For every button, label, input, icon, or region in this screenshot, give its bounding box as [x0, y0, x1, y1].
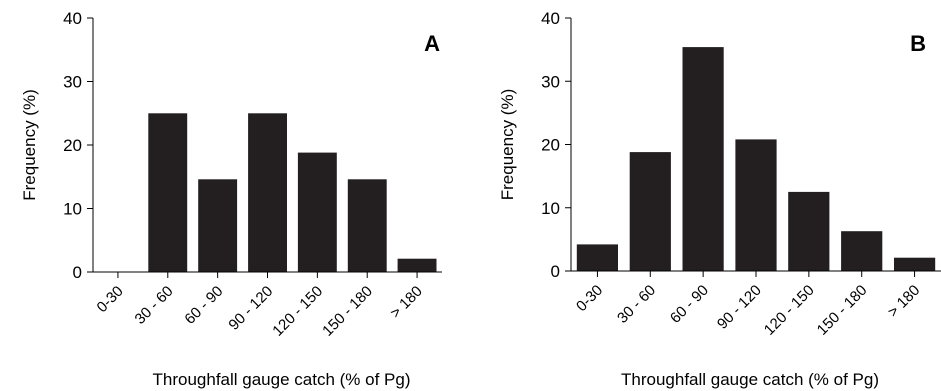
x-tick-label: 0-30: [573, 282, 606, 315]
x-tick-label: 120 - 150: [761, 282, 818, 339]
bar-3: [198, 179, 238, 272]
bar-3: [682, 47, 724, 271]
bar-5: [788, 191, 830, 271]
y-tick-label: 0: [73, 263, 82, 282]
panel-label: A: [424, 31, 440, 56]
y-tick-label: 10: [541, 199, 560, 218]
x-tick-label: 150 - 180: [814, 282, 871, 339]
x-tick-label: > 180: [885, 282, 924, 321]
x-tick-label: 90 - 120: [714, 282, 765, 333]
x-tick-label: 60 - 90: [181, 283, 226, 328]
x-tick-label: 90 - 120: [225, 283, 276, 334]
bar-5: [297, 152, 337, 272]
x-tick-label: 150 - 180: [319, 283, 376, 340]
bar-2: [148, 113, 188, 273]
x-tick-label: 30 - 60: [132, 283, 177, 328]
x-tick-label: 0-30: [94, 283, 127, 316]
y-tick-label: 30: [63, 73, 82, 92]
y-tick-label: 30: [541, 72, 560, 91]
x-axis-title: Throughfall gauge catch (% of Pg): [153, 370, 411, 389]
y-axis-title: Frequency (%): [20, 89, 39, 200]
y-tick-label: 20: [63, 136, 82, 155]
panel-label: B: [910, 31, 926, 56]
bar-6: [841, 231, 883, 271]
x-tick-label: 30 - 60: [614, 282, 659, 327]
y-tick-label: 40: [541, 9, 560, 28]
y-tick-label: 10: [63, 200, 82, 219]
y-axis-title: Frequency (%): [498, 89, 517, 200]
y-tick-label: 0: [551, 262, 560, 281]
y-tick-label: 20: [541, 136, 560, 155]
x-axis-title: Throughfall gauge catch (% of Pg): [621, 370, 879, 389]
bar-1: [576, 244, 618, 271]
bar-2: [629, 152, 671, 271]
bar-7: [894, 257, 936, 271]
x-tick-label: > 180: [387, 283, 426, 322]
y-tick-label: 40: [63, 9, 82, 28]
bar-4: [248, 113, 287, 273]
bar-4: [735, 139, 777, 271]
x-tick-label: 120 - 150: [269, 283, 326, 340]
x-tick-label: 60 - 90: [667, 282, 712, 327]
bar-7: [397, 258, 437, 272]
bar-6: [347, 179, 387, 272]
